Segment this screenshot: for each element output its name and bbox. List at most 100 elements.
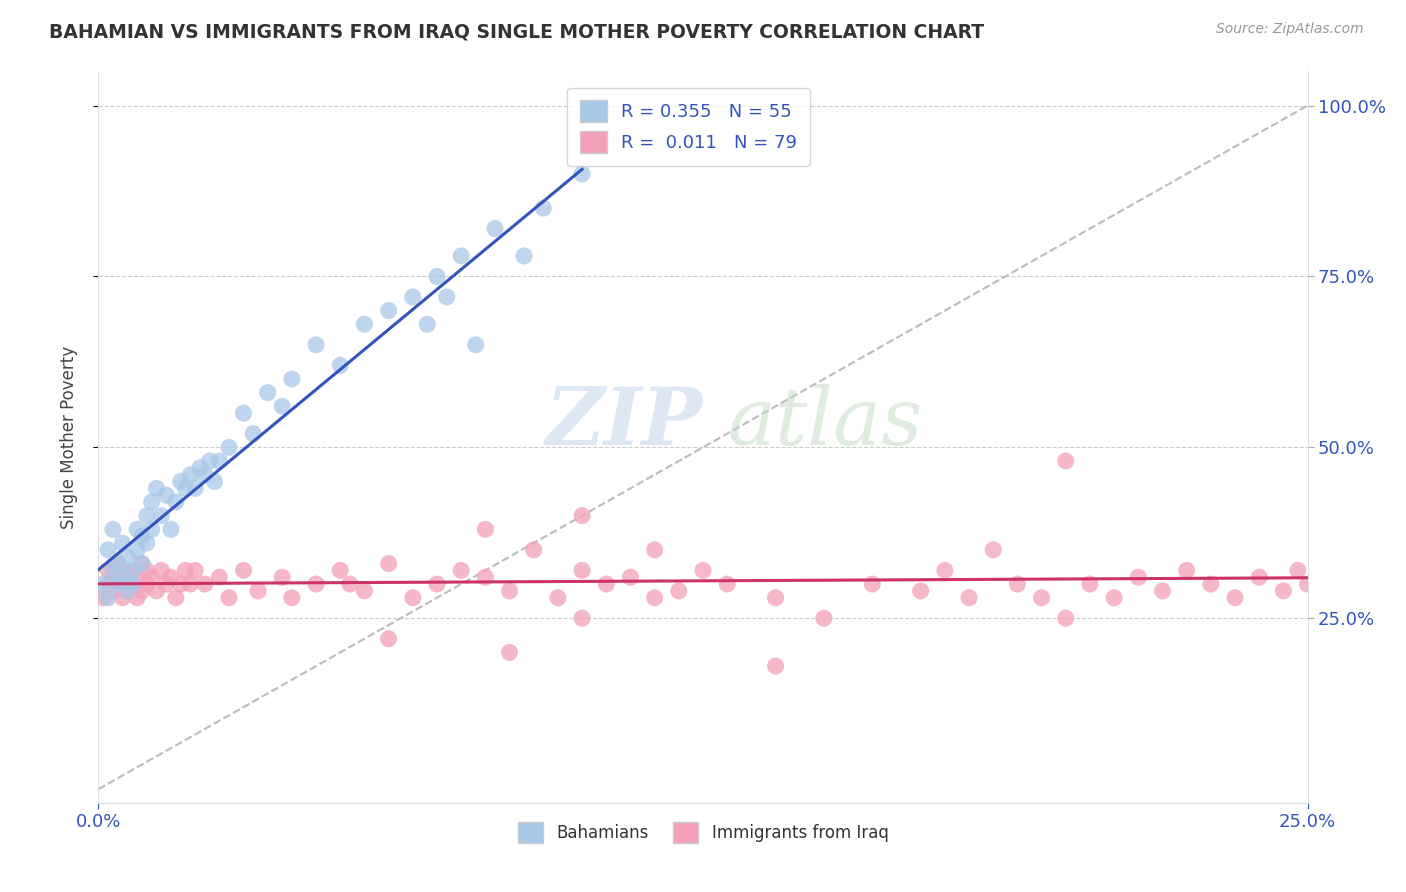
Point — [571, 611, 593, 625]
Point — [117, 583, 139, 598]
Legend: Bahamians, Immigrants from Iraq: Bahamians, Immigrants from Iraq — [510, 815, 896, 849]
Point — [160, 570, 183, 584]
Point — [155, 577, 177, 591]
Point — [247, 583, 270, 598]
Point — [97, 591, 120, 605]
Point — [531, 201, 554, 215]
Text: ZIP: ZIP — [546, 384, 703, 461]
Point — [121, 563, 143, 577]
Y-axis label: Single Mother Poverty: Single Mother Poverty — [59, 345, 77, 529]
Point — [1102, 591, 1125, 605]
Point — [127, 542, 149, 557]
Point — [97, 542, 120, 557]
Point — [179, 467, 201, 482]
Point — [281, 372, 304, 386]
Point — [131, 557, 153, 571]
Point — [1272, 583, 1295, 598]
Point — [117, 570, 139, 584]
Point — [107, 577, 129, 591]
Point — [402, 290, 425, 304]
Point — [131, 583, 153, 598]
Point — [256, 385, 278, 400]
Point — [127, 591, 149, 605]
Point — [377, 557, 399, 571]
Point — [165, 591, 187, 605]
Point — [101, 583, 124, 598]
Text: BAHAMIAN VS IMMIGRANTS FROM IRAQ SINGLE MOTHER POVERTY CORRELATION CHART: BAHAMIAN VS IMMIGRANTS FROM IRAQ SINGLE … — [49, 22, 984, 41]
Point — [523, 542, 546, 557]
Point — [97, 563, 120, 577]
Point — [450, 249, 472, 263]
Point — [595, 577, 617, 591]
Point — [1152, 583, 1174, 598]
Point — [131, 529, 153, 543]
Point — [141, 570, 163, 584]
Point — [571, 167, 593, 181]
Point — [145, 481, 167, 495]
Point — [329, 563, 352, 577]
Point — [644, 591, 666, 605]
Point — [547, 591, 569, 605]
Point — [377, 303, 399, 318]
Point — [484, 221, 506, 235]
Point — [271, 570, 294, 584]
Point — [1128, 570, 1150, 584]
Point — [121, 577, 143, 591]
Point — [111, 570, 134, 584]
Point — [981, 542, 1004, 557]
Point — [910, 583, 932, 598]
Text: Source: ZipAtlas.com: Source: ZipAtlas.com — [1216, 22, 1364, 37]
Point — [1249, 570, 1271, 584]
Point — [117, 583, 139, 598]
Point — [101, 570, 124, 584]
Point — [416, 318, 439, 332]
Point — [860, 577, 883, 591]
Point — [184, 563, 207, 577]
Point — [1031, 591, 1053, 605]
Point — [160, 522, 183, 536]
Point — [1007, 577, 1029, 591]
Point — [619, 570, 641, 584]
Point — [353, 318, 375, 332]
Point — [353, 583, 375, 598]
Point — [107, 557, 129, 571]
Point — [111, 536, 134, 550]
Point — [150, 508, 173, 523]
Point — [179, 577, 201, 591]
Point — [194, 577, 217, 591]
Point — [165, 495, 187, 509]
Point — [208, 570, 231, 584]
Point — [107, 557, 129, 571]
Point — [716, 577, 738, 591]
Point — [135, 536, 157, 550]
Point — [813, 611, 835, 625]
Point — [150, 563, 173, 577]
Point — [117, 549, 139, 564]
Point — [426, 269, 449, 284]
Point — [155, 488, 177, 502]
Point — [127, 570, 149, 584]
Point — [474, 570, 496, 584]
Point — [1296, 577, 1319, 591]
Point — [957, 591, 980, 605]
Point — [97, 577, 120, 591]
Point — [644, 542, 666, 557]
Point — [474, 522, 496, 536]
Point — [765, 659, 787, 673]
Point — [101, 522, 124, 536]
Point — [127, 522, 149, 536]
Point — [668, 583, 690, 598]
Point — [1199, 577, 1222, 591]
Point — [169, 577, 191, 591]
Point — [402, 591, 425, 605]
Point — [218, 440, 240, 454]
Point — [218, 591, 240, 605]
Point — [141, 495, 163, 509]
Point — [131, 557, 153, 571]
Point — [198, 454, 221, 468]
Point — [121, 563, 143, 577]
Point — [188, 460, 211, 475]
Point — [232, 406, 254, 420]
Point — [1223, 591, 1246, 605]
Point — [571, 508, 593, 523]
